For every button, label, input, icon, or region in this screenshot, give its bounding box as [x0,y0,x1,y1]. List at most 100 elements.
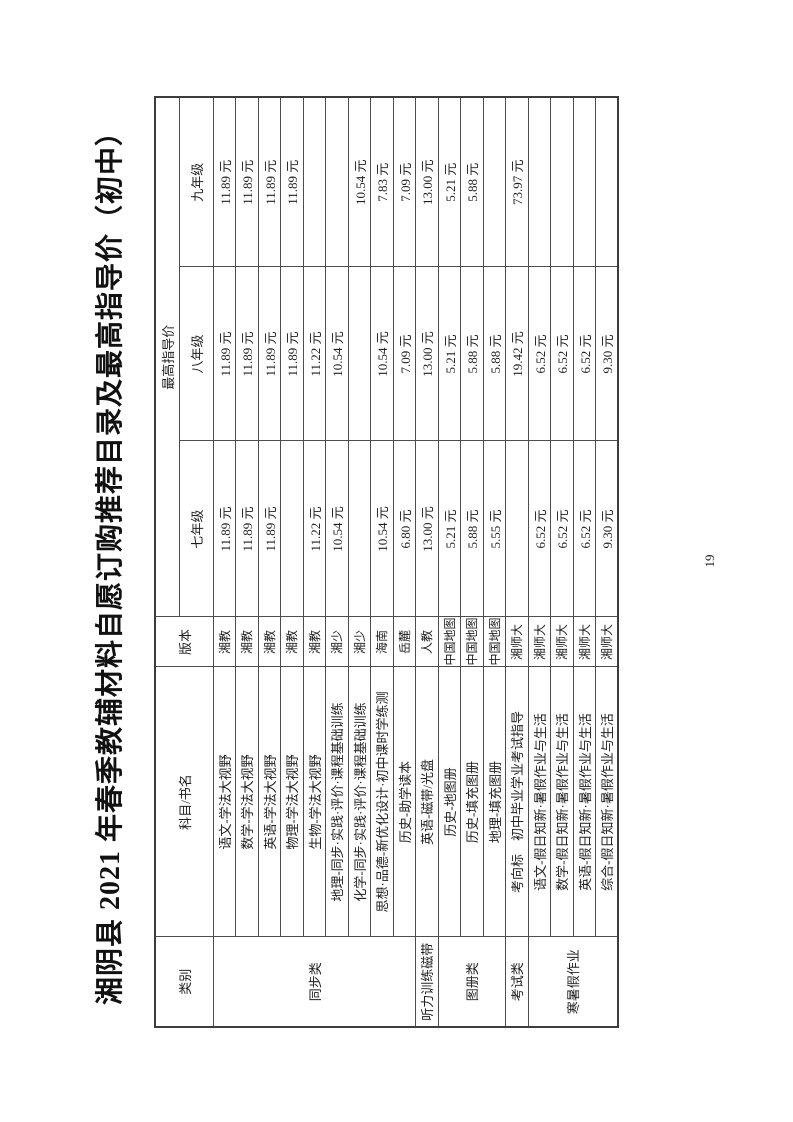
grade9-price-cell [325,96,348,267]
category-cell: 考试类 [505,937,528,1027]
table-row: 化学-同步·实践·评价·课程基础训练 湘少 10.54 元 [348,96,371,1027]
book-cell: 思想·品德-新优化设计·初中课时学练测 [370,667,393,937]
table-row: 综合-假日知新·暑假作业与生活 湘师大 9.30 元 9.30 元 [595,96,618,1027]
edition-cell: 湘师大 [528,617,551,667]
grade7-price-cell [348,441,371,617]
grade9-price-cell: 11.89 元 [258,96,281,267]
grade9-price-cell: 13.00 元 [415,96,438,267]
grade7-price-cell: 13.00 元 [415,441,438,617]
grade8-price-cell: 7.09 元 [393,267,416,441]
table-row: 历史-助学读本 岳麓 6.80 元 7.09 元 7.09 元 [393,96,416,1027]
header-grade9: 九年级 [179,96,213,267]
grade9-price-cell: 5.21 元 [438,96,461,267]
book-cell: 语文-学法大视野 [213,667,236,937]
table-row: 寒暑假作业 语文-假日知新·暑假作业与生活 湘师大 6.52 元 6.52 元 [528,96,618,1027]
grade8-price-cell: 19.42 元 [505,267,528,441]
book-cell: 英语-假日知新·暑假作业与生活 [573,667,596,937]
edition-cell: 中国地图 [460,617,483,667]
table-header-row-1: 类别 科目/书名 版本 最高指导价 [155,96,213,1027]
grade9-price-cell [550,96,573,267]
edition-cell: 湘少 [348,617,371,667]
grade9-price-cell [573,96,596,267]
grade8-price-cell: 6.52 元 [573,267,596,441]
grade7-price-cell: 11.89 元 [213,441,236,617]
book-cell: 历史-助学读本 [393,667,416,937]
edition-cell: 湘教 [280,617,303,667]
book-cell: 历史-填充图册 [460,667,483,937]
book-cell: 地理-同步·实践·评价·课程基础训练 [325,667,348,937]
table-row: 考试类 考向标 初中毕业学业考试指导 湘师大 19.42 元 73.97 元 [505,96,528,1027]
table-row: 听力训练磁带 英语-磁带/光盘 人教 13.00 元 13.00 元 13.00… [415,96,438,1027]
header-edition: 版本 [155,617,213,667]
table-row: 地理-填充图册 中国地图 5.55 元 5.88 元 [483,96,506,1027]
edition-cell: 湘师大 [550,617,573,667]
grade9-price-cell [483,96,506,267]
edition-cell: 岳麓 [393,617,416,667]
grade7-price-cell: 6.52 元 [550,441,573,617]
edition-cell: 海南 [370,617,393,667]
category-cell: 寒暑假作业 [528,937,618,1027]
grade7-price-cell [505,441,528,617]
book-cell: 历史-地图册 [438,667,461,937]
grade8-price-cell: 10.54 元 [325,267,348,441]
grade8-price-cell: 11.89 元 [280,267,303,441]
grade9-price-cell [303,96,326,267]
table-row: 数学-学法大视野 湘教 11.89 元 11.89 元 11.89 元 [235,96,258,1027]
edition-cell: 湘少 [325,617,348,667]
grade7-price-cell: 11.89 元 [235,441,258,617]
grade9-price-cell: 7.83 元 [370,96,393,267]
header-book: 科目/书名 [155,667,213,937]
edition-cell: 湘师大 [505,617,528,667]
edition-cell: 湘教 [235,617,258,667]
book-cell: 数学-学法大视野 [235,667,258,937]
grade9-price-cell [528,96,551,267]
grade9-price-cell: 11.89 元 [235,96,258,267]
edition-cell: 中国地图 [438,617,461,667]
category-cell: 同步类 [213,937,416,1027]
grade7-price-cell: 11.89 元 [258,441,281,617]
book-cell: 生物-学法大视野 [303,667,326,937]
grade8-price-cell: 9.30 元 [595,267,618,441]
grade8-price-cell: 5.21 元 [438,267,461,441]
grade7-price-cell: 10.54 元 [325,441,348,617]
grade8-price-cell: 10.54 元 [370,267,393,441]
book-cell: 地理-填充图册 [483,667,506,937]
grade8-price-cell: 5.88 元 [460,267,483,441]
edition-cell: 中国地图 [483,617,506,667]
edition-cell: 湘师大 [595,617,618,667]
table-row: 英语-学法大视野 湘教 11.89 元 11.89 元 11.89 元 [258,96,281,1027]
category-cell: 图册类 [438,937,506,1027]
grade9-price-cell: 7.09 元 [393,96,416,267]
book-cell: 化学-同步·实践·评价·课程基础训练 [348,667,371,937]
grade8-price-cell: 5.88 元 [483,267,506,441]
table-row: 思想·品德-新优化设计·初中课时学练测 海南 10.54 元 10.54 元 7… [370,96,393,1027]
grade8-price-cell: 11.22 元 [303,267,326,441]
grade9-price-cell: 11.89 元 [213,96,236,267]
header-grade8: 八年级 [179,267,213,441]
grade8-price-cell: 11.89 元 [213,267,236,441]
book-cell: 物理-学法大视野 [280,667,303,937]
edition-cell: 湘师大 [573,617,596,667]
table-row: 数学-假日知新·暑假作业与生活 湘师大 6.52 元 6.52 元 [550,96,573,1027]
grade9-price-cell: 11.89 元 [280,96,303,267]
table-row: 历史-填充图册 中国地图 5.88 元 5.88 元 5.88 元 [460,96,483,1027]
table-row: 生物-学法大视野 湘教 11.22 元 11.22 元 [303,96,326,1027]
edition-cell: 湘教 [213,617,236,667]
book-cell: 英语-学法大视野 [258,667,281,937]
grade8-price-cell: 6.52 元 [550,267,573,441]
book-cell: 英语-磁带/光盘 [415,667,438,937]
book-cell: 数学-假日知新·暑假作业与生活 [550,667,573,937]
table-row: 图册类 历史-地图册 中国地图 5.21 元 5.21 元 5.21 元 [438,96,506,1027]
edition-cell: 人教 [415,617,438,667]
grade7-price-cell: 6.52 元 [573,441,596,617]
edition-cell: 湘教 [303,617,326,667]
grade7-price-cell: 11.22 元 [303,441,326,617]
table-row: 地理-同步·实践·评价·课程基础训练 湘少 10.54 元 10.54 元 [325,96,348,1027]
grade9-price-cell: 10.54 元 [348,96,371,267]
grade9-price-cell: 5.88 元 [460,96,483,267]
table-row: 同步类 语文-学法大视野 湘教 11.89 元 11.89 元 11.89 元 [213,96,416,1027]
table-row: 物理-学法大视野 湘教 11.89 元 11.89 元 [280,96,303,1027]
grade8-price-cell [348,267,371,441]
